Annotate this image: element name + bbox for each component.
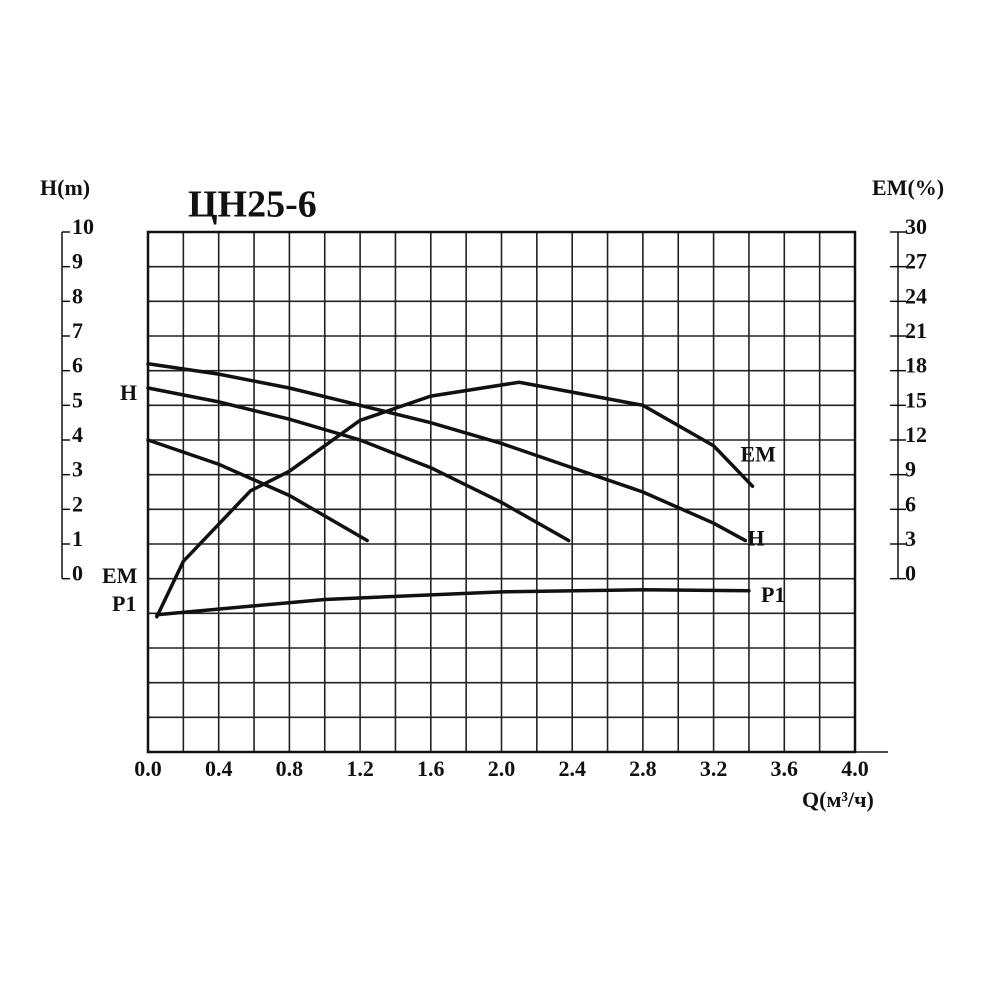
plot-border: [146, 230, 857, 754]
curve-label: H: [120, 380, 137, 405]
x-tick-label: 1.2: [346, 756, 374, 781]
y-tick-label: 0: [72, 561, 83, 586]
curve: [146, 361, 748, 543]
curve: [146, 386, 571, 543]
series-label: P1: [761, 582, 785, 607]
y-tick-label: 6: [72, 353, 83, 378]
curve: [155, 588, 751, 617]
y2-tick-label: 27: [905, 249, 927, 274]
y-tick-label: 1: [72, 526, 83, 551]
y2-tick-label: 21: [905, 318, 927, 343]
x-tick-label: 1.6: [417, 756, 445, 781]
y-axis-title: H(m): [40, 175, 90, 200]
series-label: EM: [740, 441, 776, 466]
y2-axis-title: EM(%): [872, 175, 944, 200]
y2-tick-label: 18: [905, 353, 927, 378]
curve-label: P1: [112, 591, 136, 616]
x-tick-label: 3.2: [700, 756, 728, 781]
y2-tick-label: 3: [905, 526, 916, 551]
y-tick-label: 9: [72, 249, 83, 274]
x-tick-label: 2.4: [558, 756, 586, 781]
curve: [146, 438, 369, 543]
x-tick-label: 0.4: [205, 756, 233, 781]
curve: [155, 380, 755, 619]
x-tick-label: 4.0: [841, 756, 869, 781]
x-tick-label: 2.8: [629, 756, 657, 781]
x-axis-title: Q(м³/ч): [802, 787, 874, 812]
x-tick-label: 2.0: [488, 756, 516, 781]
y-tick-label: 2: [72, 491, 83, 516]
y-tick-label: 3: [72, 457, 83, 482]
y2-tick-label: 0: [905, 561, 916, 586]
y-tick-label: 7: [72, 318, 83, 343]
y2-tick-label: 9: [905, 457, 916, 482]
x-tick-label: 3.6: [771, 756, 799, 781]
curve-label: EM: [102, 563, 138, 588]
x-tick-label: 0.0: [134, 756, 162, 781]
y2-tick-label: 30: [905, 214, 927, 239]
y2-tick-label: 12: [905, 422, 927, 447]
series-label: H: [747, 526, 764, 551]
y2-tick-label: 6: [905, 491, 916, 516]
y-tick-label: 10: [72, 214, 94, 239]
chart-title: ЦН25-6: [188, 184, 317, 226]
y-tick-label: 8: [72, 283, 83, 308]
x-tick-label: 0.8: [276, 756, 304, 781]
y2-tick-label: 15: [905, 387, 927, 412]
y2-tick-label: 24: [905, 283, 927, 308]
y-tick-label: 4: [72, 422, 83, 447]
y-tick-label: 5: [72, 387, 83, 412]
